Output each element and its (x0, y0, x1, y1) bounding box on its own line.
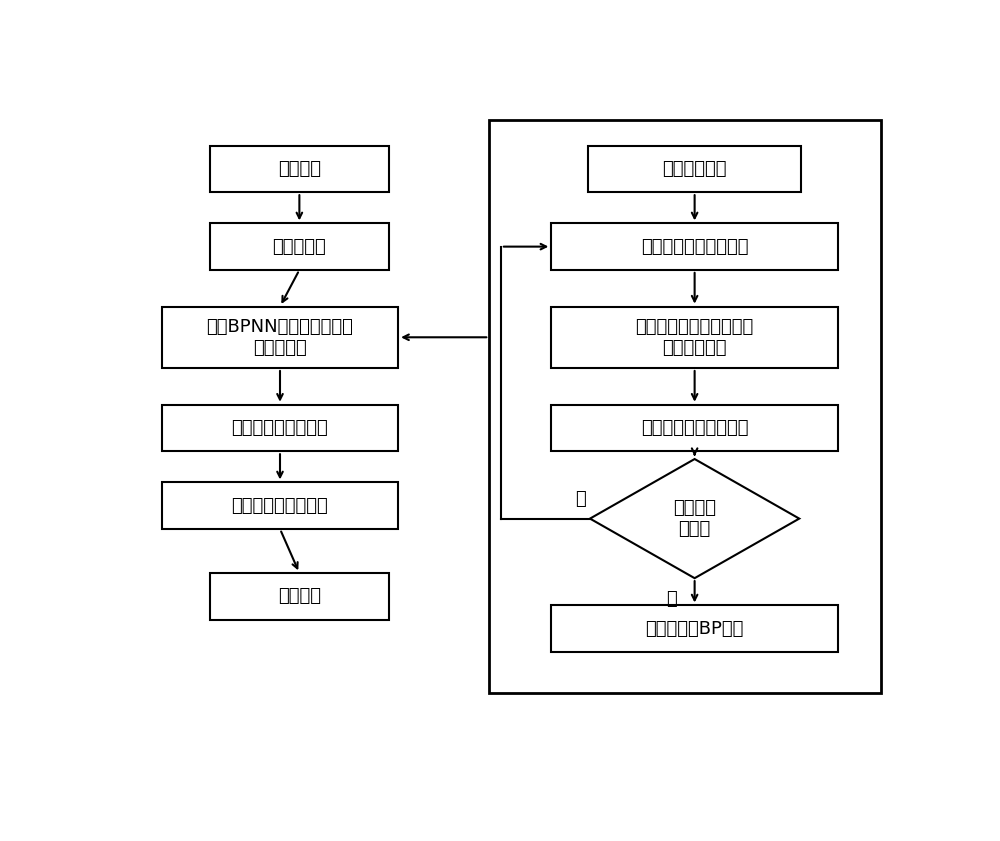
Text: 根据适应度更新粒子个体
和全局最优解: 根据适应度更新粒子个体 和全局最优解 (636, 318, 754, 357)
FancyBboxPatch shape (588, 145, 801, 193)
FancyBboxPatch shape (551, 405, 838, 452)
Text: 设置BPNN的神经元个数、
权値、阈値: 设置BPNN的神经元个数、 权値、阈値 (207, 318, 353, 357)
FancyBboxPatch shape (210, 573, 388, 620)
Text: 初始化粒子群: 初始化粒子群 (662, 160, 727, 178)
Text: 预测，数据反归一化: 预测，数据反归一化 (232, 497, 328, 515)
Text: 提取数据: 提取数据 (278, 160, 321, 178)
FancyBboxPatch shape (551, 606, 838, 652)
Text: 数据归一化: 数据归一化 (272, 238, 326, 256)
Text: 结果分析: 结果分析 (278, 587, 321, 606)
Text: 更新粒子的个数和位置: 更新粒子的个数和位置 (641, 419, 748, 437)
Text: 否: 否 (575, 490, 586, 508)
FancyBboxPatch shape (210, 145, 388, 193)
FancyBboxPatch shape (489, 120, 881, 694)
FancyBboxPatch shape (551, 306, 838, 368)
FancyBboxPatch shape (162, 306, 398, 368)
Text: 获得最优的BP参数: 获得最优的BP参数 (645, 620, 744, 637)
FancyBboxPatch shape (551, 224, 838, 270)
Text: 计算每个粒子的适应度: 计算每个粒子的适应度 (641, 238, 748, 256)
Text: 是: 是 (666, 590, 677, 608)
FancyBboxPatch shape (162, 405, 398, 452)
Text: 训练，数据反归一化: 训练，数据反归一化 (232, 419, 328, 437)
FancyBboxPatch shape (162, 483, 398, 529)
FancyBboxPatch shape (210, 224, 388, 270)
Polygon shape (590, 459, 799, 578)
Text: 满足停止
条件？: 满足停止 条件？ (673, 500, 716, 538)
